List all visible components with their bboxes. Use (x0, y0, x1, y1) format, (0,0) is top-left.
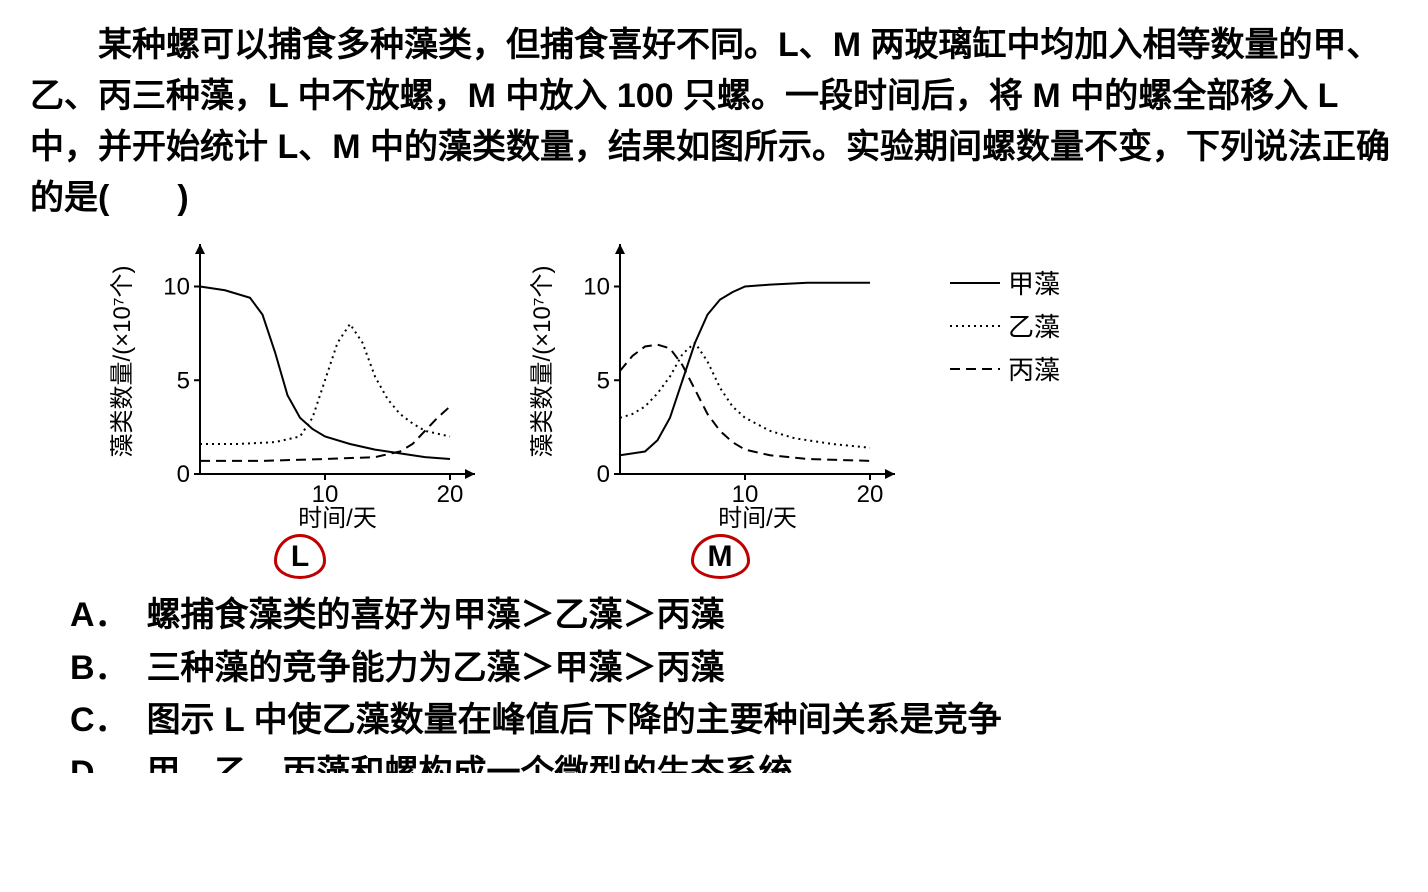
svg-text:藻类数量/(×10⁷个): 藻类数量/(×10⁷个) (110, 265, 136, 457)
legend-yi: 乙藻 (950, 307, 1060, 344)
svg-text:0: 0 (597, 461, 610, 488)
legend-line-dashed (950, 359, 1000, 379)
legend-jia-label: 甲藻 (1008, 264, 1060, 301)
svg-text:20: 20 (857, 481, 884, 508)
option-D-letter: D． (70, 747, 129, 773)
option-C-text: 图示 L 中使乙藻数量在峰值后下降的主要种间关系是竞争 (147, 694, 1002, 747)
legend: 甲藻 乙藻 丙藻 (950, 264, 1060, 387)
option-C: C． 图示 L 中使乙藻数量在峰值后下降的主要种间关系是竞争 (70, 694, 1398, 747)
question-stem: 某种螺可以捕食多种藻类，但捕食喜好不同。L、M 两玻璃缸中均加入相等数量的甲、乙… (30, 20, 1398, 224)
option-B: B． 三种藻的竞争能力为乙藻＞甲藻＞丙藻 (70, 642, 1398, 695)
chart-L: 0 5 10 10 20 藻类数量/(×10⁷个) 时间/天 (110, 234, 490, 534)
legend-bing-label: 丙藻 (1008, 350, 1060, 387)
svg-text:10: 10 (732, 481, 759, 508)
option-D: D． 甲 乙 丙藻和螺构成一个微型的生态系统 (70, 747, 1398, 773)
option-C-letter: C． (70, 694, 129, 747)
option-A: A． 螺捕食藻类的喜好为甲藻＞乙藻＞丙藻 (70, 589, 1398, 642)
answer-options: A． 螺捕食藻类的喜好为甲藻＞乙藻＞丙藻 B． 三种藻的竞争能力为乙藻＞甲藻＞丙… (70, 589, 1398, 773)
option-A-text: 螺捕食藻类的喜好为甲藻＞乙藻＞丙藻 (147, 589, 725, 642)
option-B-letter: B． (70, 642, 129, 695)
svg-text:0: 0 (177, 461, 190, 488)
svg-text:5: 5 (177, 367, 190, 394)
svg-text:10: 10 (312, 481, 339, 508)
legend-jia: 甲藻 (950, 264, 1060, 301)
svg-text:时间/天: 时间/天 (718, 505, 797, 532)
chart-L-block: 0 5 10 10 20 藻类数量/(×10⁷个) 时间/天 L (110, 234, 490, 579)
option-A-letter: A． (70, 589, 129, 642)
chart-M: 0 5 10 10 20 藻类数量/(×10⁷个) 时间/天 (530, 234, 910, 534)
chart-M-block: 0 5 10 10 20 藻类数量/(×10⁷个) 时间/天 M (530, 234, 910, 579)
legend-line-dotted (950, 316, 1000, 336)
svg-text:时间/天: 时间/天 (298, 505, 377, 532)
svg-text:5: 5 (597, 367, 610, 394)
svg-text:藻类数量/(×10⁷个): 藻类数量/(×10⁷个) (530, 265, 556, 457)
chart-M-label: M (691, 534, 750, 579)
svg-text:10: 10 (163, 274, 190, 301)
svg-text:20: 20 (437, 481, 464, 508)
option-D-text: 甲 乙 丙藻和螺构成一个微型的生态系统 (147, 747, 793, 773)
option-B-text: 三种藻的竞争能力为乙藻＞甲藻＞丙藻 (147, 642, 725, 695)
chart-L-label: L (274, 534, 326, 579)
legend-line-solid (950, 273, 1000, 293)
charts-container: 0 5 10 10 20 藻类数量/(×10⁷个) 时间/天 L 0 5 10 10 20 藻类数量/… (110, 234, 1398, 579)
legend-yi-label: 乙藻 (1008, 307, 1060, 344)
svg-text:10: 10 (583, 274, 610, 301)
legend-bing: 丙藻 (950, 350, 1060, 387)
